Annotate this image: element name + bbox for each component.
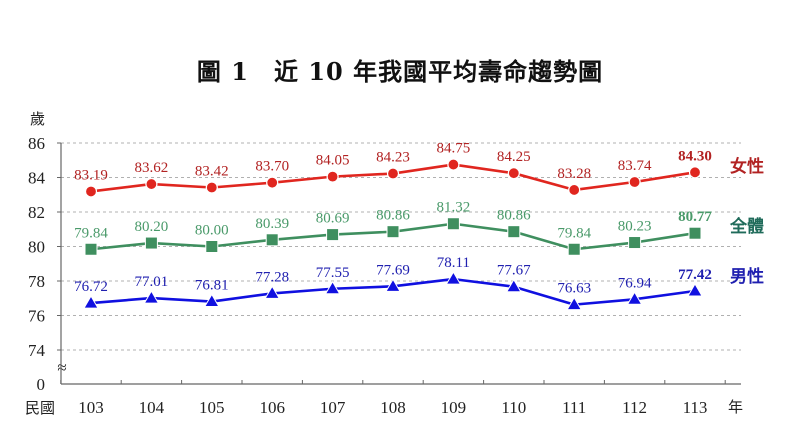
square-marker-icon	[326, 228, 340, 242]
x-tick-label: 111	[562, 398, 586, 417]
data-label: 77.67	[497, 263, 531, 279]
triangle-marker-icon	[626, 291, 643, 305]
x-tick-label: 112	[622, 398, 647, 417]
y-tick-label: 82	[28, 203, 45, 222]
y-tick-label: 74	[28, 341, 46, 360]
data-label: 77.28	[255, 269, 289, 285]
data-label: 80.86	[497, 208, 531, 224]
data-label: 83.28	[557, 166, 591, 182]
data-label: 84.25	[497, 149, 531, 165]
y-tick-label: 76	[28, 307, 45, 326]
circle-marker-icon	[507, 167, 520, 180]
data-label: 83.62	[135, 160, 169, 176]
square-marker-icon	[205, 240, 219, 253]
data-label: 83.74	[618, 158, 652, 174]
data-label: 83.42	[195, 164, 229, 180]
x-tick-label: 107	[320, 398, 346, 417]
circle-marker-icon	[84, 185, 98, 198]
gridlines	[61, 142, 741, 351]
triangle-marker-icon	[203, 293, 220, 308]
x-tick-label: 106	[259, 398, 285, 417]
data-label: 80.69	[316, 211, 350, 227]
square-marker-icon	[688, 226, 702, 240]
data-label: 76.81	[195, 278, 229, 294]
data-label: 77.42	[678, 267, 712, 283]
triangle-marker-icon	[566, 296, 583, 311]
data-label: 83.70	[255, 159, 289, 175]
x-tick-label: 104	[139, 398, 165, 417]
x-axis-prefix-label: 民國	[25, 399, 55, 417]
x-axis-unit-label: 年	[728, 398, 743, 416]
data-label: 81.32	[437, 200, 471, 216]
data-label: 80.20	[135, 219, 169, 235]
square-marker-icon	[507, 225, 521, 239]
circle-marker-icon	[688, 166, 702, 179]
square-marker-icon	[144, 236, 158, 250]
data-label: 84.75	[437, 141, 471, 157]
legend-label: 女性	[730, 156, 764, 177]
circle-marker-icon	[447, 158, 460, 171]
y-axis-unit-label: 歲	[30, 110, 45, 128]
data-label: 76.94	[618, 275, 652, 291]
data-label: 79.84	[74, 225, 108, 241]
data-label: 83.19	[74, 167, 108, 183]
chart-title: 圖 1 近 10 年我國平均壽命趨勢圖	[196, 57, 604, 86]
data-label: 77.69	[376, 262, 410, 278]
triangle-marker-icon	[505, 278, 522, 293]
circle-marker-icon	[205, 181, 218, 194]
triangle-marker-icon	[143, 290, 160, 304]
data-label: 79.84	[557, 225, 591, 241]
data-label: 80.39	[255, 216, 289, 232]
circle-marker-icon	[568, 183, 581, 197]
square-marker-icon	[386, 225, 400, 239]
y-tick-label: 78	[28, 272, 45, 291]
axes: 86 84 82 80 78 76 74 0 歲 ≈103 104 105 106 107 108 109 11…	[25, 110, 743, 417]
circle-marker-icon	[266, 176, 279, 189]
circle-marker-icon	[145, 177, 158, 191]
data-label: 78.11	[437, 255, 470, 271]
data-label: 80.86	[376, 208, 410, 224]
triangle-marker-icon	[385, 278, 401, 292]
circle-marker-icon	[326, 170, 339, 183]
y-tick-label: 0	[37, 375, 46, 394]
data-label: 80.23	[618, 219, 652, 235]
data-label: 84.23	[376, 150, 410, 166]
square-marker-icon	[628, 236, 642, 250]
y-tick-label: 86	[28, 134, 45, 153]
x-tick-label: 109	[441, 398, 467, 417]
legend-label: 全體	[729, 216, 764, 237]
triangle-marker-icon	[445, 271, 462, 285]
data-label: 77.55	[316, 265, 350, 281]
y-tick-label: 84	[28, 169, 46, 188]
data-label: 84.05	[316, 153, 350, 169]
data-label: 76.63	[557, 281, 591, 297]
data-label: 80.00	[195, 223, 229, 239]
square-marker-icon	[84, 242, 98, 256]
triangle-marker-icon	[83, 295, 99, 309]
axis-break-icon: ≈	[57, 358, 66, 377]
square-marker-icon	[446, 217, 460, 231]
data-label: 80.77	[678, 209, 712, 225]
triangle-marker-icon	[264, 285, 281, 299]
y-tick-label: 80	[28, 238, 45, 257]
triangle-marker-icon	[687, 283, 703, 297]
series-lines	[83, 158, 703, 311]
data-label: 76.72	[74, 279, 108, 295]
x-tick-label: 108	[380, 398, 406, 417]
circle-marker-icon	[628, 175, 641, 189]
data-label: 77.01	[135, 274, 169, 290]
circle-marker-icon	[386, 167, 400, 180]
square-marker-icon	[567, 242, 581, 256]
legend-label: 男性	[730, 266, 764, 287]
data-labels: 83.19 83.62 83.42 83.70 84.05 84.23 84.75 84.25…	[74, 141, 712, 297]
triangle-marker-icon	[324, 280, 341, 295]
data-label: 84.30	[678, 148, 712, 164]
x-tick-label: 103	[78, 398, 104, 417]
square-marker-icon	[265, 233, 279, 247]
x-tick-label: 105	[199, 398, 225, 417]
x-tick-label: 110	[501, 398, 526, 417]
x-tick-label: 113	[683, 398, 708, 417]
